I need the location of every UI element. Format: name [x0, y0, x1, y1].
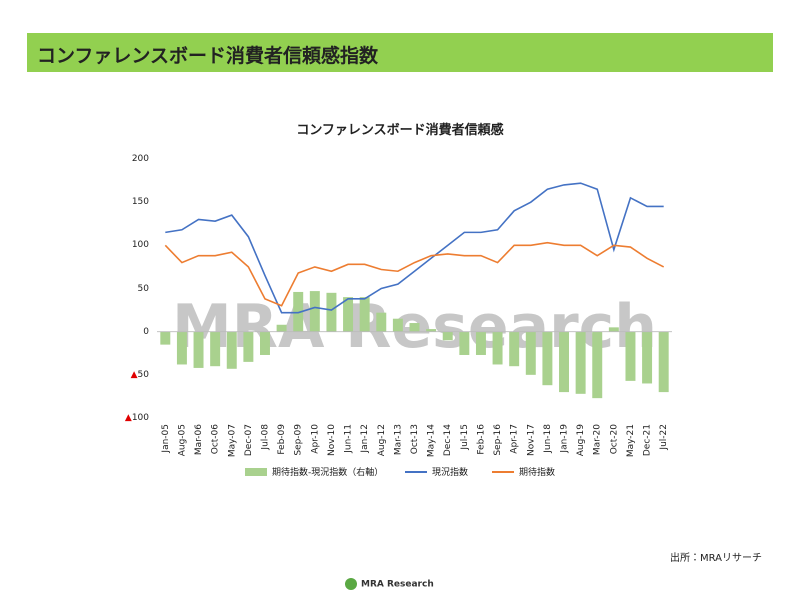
x-tick-label: Mar-06	[194, 424, 204, 455]
bar	[260, 331, 270, 355]
page-title: コンファレンスボード消費者信頼感指数	[37, 45, 379, 67]
x-tick-label: Feb-09	[277, 424, 287, 455]
x-tick-label: Feb-16	[476, 424, 486, 455]
bar	[326, 292, 337, 332]
footer-logo: MRA Research	[345, 578, 434, 590]
x-tick-label: Sep-16	[493, 424, 503, 456]
bar	[193, 331, 204, 368]
x-tick-label: Jan-12	[360, 424, 370, 454]
x-tick-label: Apr-10	[310, 424, 320, 454]
y-tick-label: 200	[131, 154, 149, 164]
legend-label: 現況指数	[432, 466, 468, 478]
bar	[276, 324, 287, 332]
y-tick-label: ▲100	[124, 413, 149, 423]
x-tick-label: Mar-13	[393, 424, 403, 455]
x-tick-label: Sep-09	[294, 424, 304, 456]
legend-swatch	[245, 468, 267, 476]
bar	[359, 297, 370, 332]
bar	[226, 331, 237, 369]
y-tick-label: 0	[143, 326, 149, 337]
bar	[475, 331, 486, 355]
bar	[160, 331, 171, 345]
x-tick-label: Jun-11	[344, 424, 354, 454]
y-tick-label: 150	[131, 197, 149, 208]
bar	[392, 318, 403, 332]
logo-text: MRA Research	[361, 579, 434, 590]
y-tick-label: 50	[137, 283, 149, 294]
bar	[625, 331, 636, 381]
x-tick-label: Dec-21	[643, 424, 653, 456]
bar	[376, 312, 387, 332]
x-tick-label: Jul-22	[659, 424, 669, 451]
bar	[343, 297, 354, 332]
bar	[293, 291, 304, 332]
bar	[559, 331, 569, 393]
x-tick-label: Aug-19	[576, 424, 586, 457]
x-tick-label: Oct-06	[211, 424, 221, 455]
legend-label: 期待指数	[519, 466, 555, 478]
x-tick-label: May-21	[626, 424, 636, 457]
line	[164, 241, 665, 307]
bar	[642, 331, 653, 384]
bar	[575, 331, 586, 394]
x-tick-label: Jul-15	[460, 424, 470, 451]
bar	[608, 327, 619, 332]
header-bar: コンファレンスボード消費者信頼感指数	[27, 33, 773, 72]
x-tick-label: Jul-08	[260, 424, 270, 451]
x-tick-label: Oct-13	[410, 424, 420, 454]
bar	[426, 329, 437, 332]
source: 出所：MRAリサーチ	[670, 553, 763, 564]
x-tick-label: May-14	[427, 424, 437, 457]
x-tick-label: Nov-17	[526, 424, 536, 456]
y-tick-label: 100	[131, 240, 149, 251]
chart-title: コンファレンスボード消費者信頼感	[296, 122, 503, 138]
x-tick-label: Nov-10	[327, 424, 337, 456]
x-tick-label: Jun-18	[543, 424, 553, 454]
bar	[309, 291, 320, 332]
bar	[592, 331, 603, 399]
bar	[442, 331, 453, 341]
bar	[409, 323, 420, 332]
bar	[542, 331, 553, 386]
bar	[492, 331, 503, 365]
x-tick-label: Dec-07	[244, 424, 254, 456]
bar	[525, 331, 536, 375]
x-tick-label: Mar-20	[593, 424, 603, 455]
x-tick-label: Aug-05	[177, 424, 187, 456]
bar	[243, 331, 254, 362]
line	[165, 182, 664, 314]
x-tick-label: Jan-19	[560, 424, 570, 454]
x-tick-label: Apr-17	[510, 424, 520, 454]
bar	[459, 331, 470, 355]
x-tick-label: Aug-12	[377, 424, 387, 456]
bar	[176, 331, 187, 365]
legend-label: 期待指数-現況指数（右軸）	[272, 466, 383, 478]
bar	[210, 331, 221, 367]
y-tick-label: ▲50	[130, 369, 149, 380]
bar	[658, 331, 669, 393]
bar	[509, 331, 520, 367]
x-tick-label: Jan-05	[161, 424, 171, 454]
x-tick-label: Dec-14	[443, 424, 453, 456]
x-tick-label: Oct-20	[609, 424, 619, 455]
x-tick-label: May-07	[227, 424, 237, 457]
